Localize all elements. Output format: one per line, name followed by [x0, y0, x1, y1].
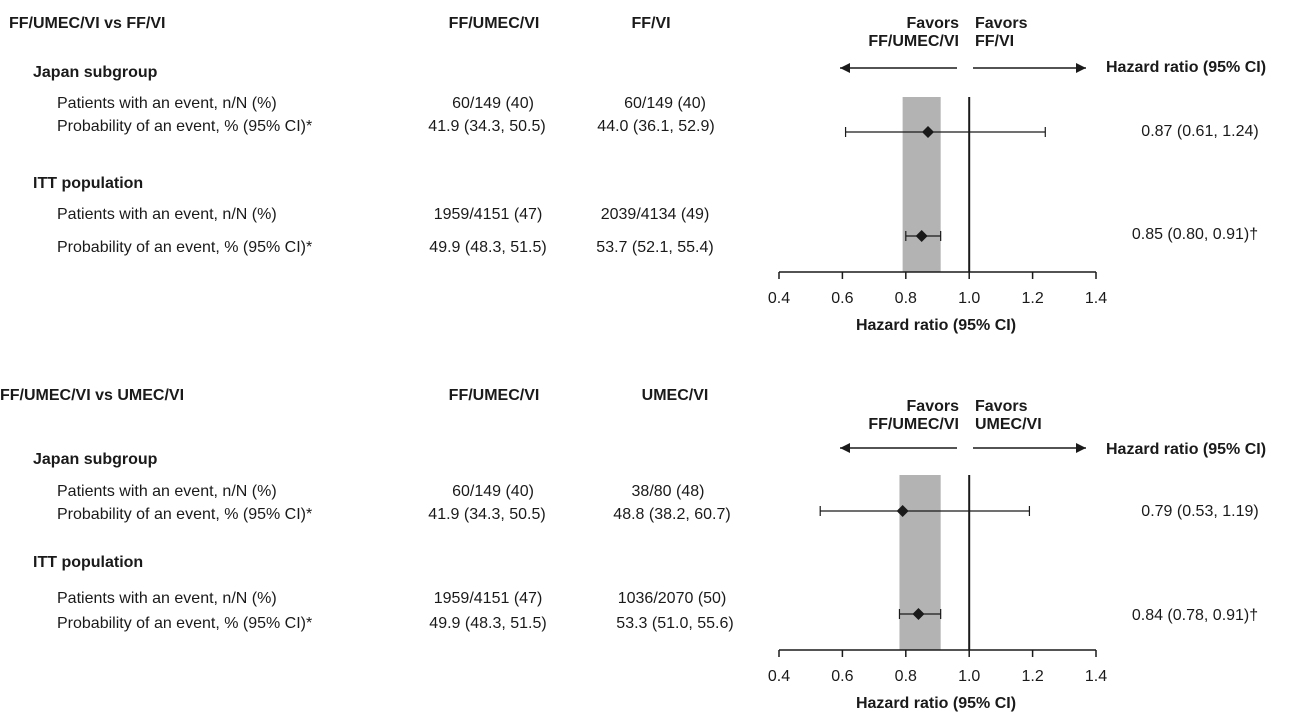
x-tick-label: 0.8 [895, 290, 917, 307]
cell-value: 2039/4134 (49) [600, 206, 710, 223]
row-label: Probability of an event, % (95% CI)* [57, 118, 313, 135]
column-header-2: FF/VI [631, 15, 671, 32]
favors-left-line2: FF/UMEC/VI [868, 416, 959, 433]
point-estimate-diamond [912, 608, 925, 620]
x-tick-label: 0.6 [831, 668, 853, 685]
group-name: ITT population [33, 175, 144, 192]
hr-value: 0.79 (0.53, 1.19) [1141, 503, 1259, 520]
column-header-1: FF/UMEC/VI [448, 15, 540, 32]
favors-right-arrowhead [1076, 443, 1086, 453]
cell-value: 53.7 (52.1, 55.4) [596, 239, 714, 256]
hr-column-header: Hazard ratio (95% CI) [1106, 59, 1267, 76]
cell-value: 38/80 (48) [631, 483, 705, 500]
cell-value: 49.9 (48.3, 51.5) [429, 239, 547, 256]
x-tick-label: 0.4 [768, 668, 790, 685]
group-name: ITT population [33, 554, 144, 571]
hr-value: 0.84 (0.78, 0.91)† [1131, 607, 1259, 624]
row-label: Probability of an event, % (95% CI)* [57, 239, 313, 256]
group-name: Japan subgroup [33, 451, 158, 468]
x-tick-label: 1.2 [1021, 290, 1043, 307]
cell-value: 60/149 (40) [452, 483, 534, 500]
cell-value: 1959/4151 (47) [433, 590, 543, 607]
column-header-2: UMEC/VI [641, 387, 709, 404]
x-tick-label: 1.2 [1021, 668, 1043, 685]
x-tick-label: 1.4 [1085, 668, 1107, 685]
x-axis-title: Hazard ratio (95% CI) [855, 695, 1017, 712]
panel-title: FF/UMEC/VI vs FF/VI [9, 15, 166, 32]
hr-value: 0.85 (0.80, 0.91)† [1131, 226, 1259, 243]
favors-right-line2: FF/VI [975, 33, 1015, 50]
x-tick-label: 1.0 [958, 290, 980, 307]
row-label: Patients with an event, n/N (%) [57, 95, 277, 112]
row-label: Patients with an event, n/N (%) [57, 483, 277, 500]
cell-value: 1036/2070 (50) [617, 590, 727, 607]
favors-right-line1: Favors [975, 398, 1028, 415]
point-estimate-diamond [915, 230, 928, 242]
favors-right-arrowhead [1076, 63, 1086, 73]
shaded-band [902, 97, 941, 272]
favors-left-arrowhead [840, 63, 850, 73]
cell-value: 41.9 (34.3, 50.5) [428, 506, 546, 523]
row-label: Probability of an event, % (95% CI)* [57, 615, 313, 632]
panel-title: FF/UMEC/VI vs UMEC/VI [0, 387, 185, 404]
group-name: Japan subgroup [33, 64, 158, 81]
cell-value: 44.0 (36.1, 52.9) [597, 118, 715, 135]
favors-left-line1: Favors [906, 398, 959, 415]
row-label: Patients with an event, n/N (%) [57, 590, 277, 607]
favors-left-line1: Favors [906, 15, 959, 32]
column-header-1: FF/UMEC/VI [448, 387, 540, 404]
shaded-band [899, 475, 941, 650]
cell-value: 49.9 (48.3, 51.5) [429, 615, 547, 632]
x-axis-title: Hazard ratio (95% CI) [855, 317, 1017, 334]
x-tick-label: 0.6 [831, 290, 853, 307]
hr-column-header: Hazard ratio (95% CI) [1106, 441, 1267, 458]
cell-value: 48.8 (38.2, 60.7) [613, 506, 731, 523]
favors-left-arrowhead [840, 443, 850, 453]
row-label: Patients with an event, n/N (%) [57, 206, 277, 223]
favors-left-line2: FF/UMEC/VI [868, 33, 959, 50]
x-tick-label: 0.8 [895, 668, 917, 685]
row-label: Probability of an event, % (95% CI)* [57, 506, 313, 523]
favors-right-line2: UMEC/VI [975, 416, 1042, 433]
cell-value: 53.3 (51.0, 55.6) [616, 615, 734, 632]
cell-value: 41.9 (34.3, 50.5) [428, 118, 546, 135]
cell-value: 60/149 (40) [624, 95, 706, 112]
cell-value: 1959/4151 (47) [433, 206, 543, 223]
hr-value: 0.87 (0.61, 1.24) [1141, 123, 1259, 140]
point-estimate-diamond [921, 126, 934, 138]
x-tick-label: 1.4 [1085, 290, 1107, 307]
point-estimate-diamond [896, 505, 909, 517]
x-tick-label: 1.0 [958, 668, 980, 685]
cell-value: 60/149 (40) [452, 95, 534, 112]
x-tick-label: 0.4 [768, 290, 790, 307]
favors-right-line1: Favors [975, 15, 1028, 32]
